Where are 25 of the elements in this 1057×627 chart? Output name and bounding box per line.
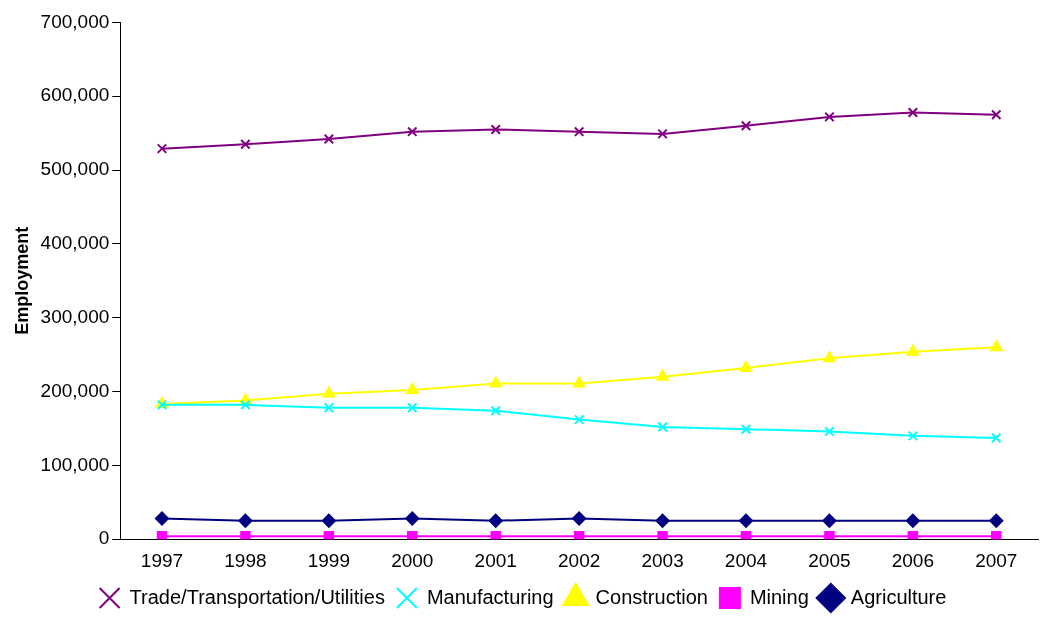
- x-tick-label: 2005: [808, 549, 851, 571]
- legend-label: Agriculture: [850, 585, 947, 608]
- x-tick-label: 2007: [975, 549, 1018, 571]
- y-tick-label: 500,000: [40, 158, 110, 180]
- y-tick-label: 100,000: [40, 453, 110, 475]
- x-tick-label: 2004: [724, 549, 768, 571]
- y-tick-label: 300,000: [40, 305, 110, 327]
- x-tick-label: 2002: [558, 549, 601, 571]
- y-tick-label: 200,000: [40, 379, 110, 401]
- x-tick-label: 1997: [140, 549, 184, 571]
- x-tick-label: 1998: [224, 549, 267, 571]
- x-tick-label: 2006: [891, 549, 934, 571]
- legend-label: Trade/Transportation/Utilities: [129, 585, 385, 608]
- legend-label: Mining: [749, 585, 809, 608]
- y-axis-title: Employment: [11, 226, 32, 335]
- legend-label: Manufacturing: [426, 585, 554, 608]
- y-tick-label: 700,000: [40, 10, 110, 32]
- y-tick-label: 400,000: [40, 232, 110, 254]
- x-tick-label: 1999: [307, 549, 350, 571]
- y-tick-label: 600,000: [40, 84, 110, 106]
- x-tick-label: 2001: [474, 549, 517, 571]
- x-tick-label: 2003: [641, 549, 684, 571]
- y-tick-label: 0: [98, 527, 110, 549]
- legend-label: Construction: [595, 585, 708, 608]
- x-tick-label: 2000: [391, 549, 434, 571]
